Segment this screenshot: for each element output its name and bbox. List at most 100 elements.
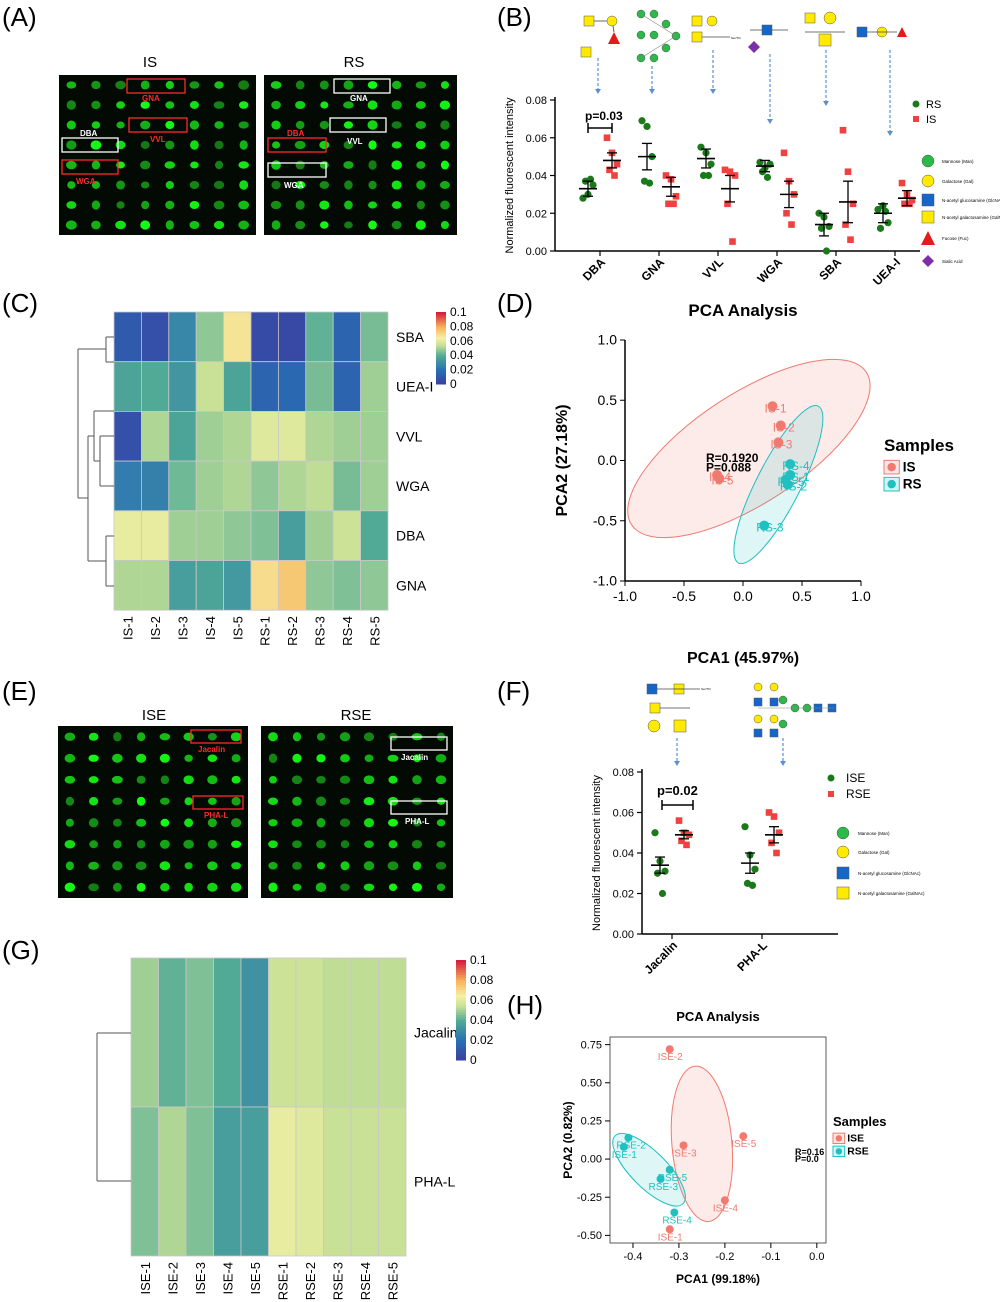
glcnac-symbol [646,683,658,695]
glycan-symbol [769,682,779,692]
pca-point-is [775,420,786,431]
heatmap-cell [277,460,307,512]
color-scale-label: 0.06 [470,993,494,1007]
array-spot [439,100,451,110]
fuc-symbol [608,32,620,44]
array-spot [214,81,224,89]
array-spot [343,161,354,169]
array-spot [319,80,329,90]
pca-point-label: IS-2 [773,421,795,435]
array-spot [159,753,170,763]
pca-point-label: RS-4 [782,459,810,473]
sertthr-label: Ser/Thr [731,36,741,40]
heatmap-cell [332,460,362,512]
array-label-is-dba: DBA [80,129,98,138]
array-spot [391,100,402,110]
legend-label: RS [926,99,941,111]
lectin-box [192,795,244,810]
array-spot [415,121,427,129]
man-symbol [661,19,671,29]
array-spot [160,882,170,892]
array-spot [340,840,350,849]
array-spot [295,120,305,130]
panel-letter-e: (E) [2,676,37,706]
glycan-arrow-jacalin-head [674,761,680,766]
array-spot [231,754,241,763]
data-point-rse [770,813,778,820]
array-title-is: IS [142,54,158,71]
array-spot [231,775,241,784]
heatmap-cell [360,510,389,561]
array-spot [112,818,122,827]
array-spot [64,882,76,892]
array-spot [440,200,450,210]
heatmap-row-label: SBA [396,329,425,345]
data-point-is [611,172,618,179]
legend-circle-icon [921,154,935,168]
heatmap-cell [360,560,389,611]
legend-label: ISE [846,771,865,785]
color-scale-segment [436,330,446,333]
array-spot [291,775,303,785]
galnac-symbol [691,31,703,43]
heatmap-cell [332,560,362,611]
lectin-box [126,78,186,94]
data-point-ise [651,829,659,837]
color-scale-segment [436,366,446,369]
color-scale-segment [436,367,446,371]
pca-point-rse [656,1174,665,1183]
array-spot [270,81,282,89]
array-spot [343,80,354,90]
pca-title: PCA Analysis [676,1009,760,1024]
array-spot [440,81,449,89]
pca-point-rse [624,1133,633,1142]
lectin-box [190,729,242,744]
array-spot [391,141,402,149]
array-spot [272,141,281,149]
y-tick-label: 0.50 [581,1077,602,1089]
array-spot [184,882,193,892]
man-symbol [649,53,659,63]
panel-letter-g: (G) [2,935,40,965]
color-scale-segment [436,319,446,322]
array-spot [207,861,218,871]
color-scale-segment [436,380,446,383]
data-point-is [613,160,621,168]
heatmap-cell [305,361,334,412]
lectin-box [267,137,327,153]
array-spot [89,840,98,849]
heatmap-cell [185,1106,214,1257]
color-scale-segment [436,353,446,356]
heatmap-column-label: RS-4 [340,616,355,646]
glycan-legend-label: Mannose (Man) [858,831,890,836]
legend-marker-rs [912,100,920,108]
array-spot [116,201,125,209]
array-spot [141,200,150,210]
array-spot [391,160,402,170]
color-scale-segment [436,326,446,329]
color-scale-segment [456,970,466,973]
color-scale-segment [456,1035,466,1038]
array-spot [391,201,402,209]
panel-letter-b: (B) [497,2,532,32]
data-point-is [670,200,677,208]
heatmap-cell [140,560,170,611]
y-tick-label: 0.00 [581,1154,602,1166]
x-tick-label: PHA-L [734,938,770,974]
lectin-box [128,117,188,133]
color-scale-segment [436,322,446,326]
array-spot [343,101,354,109]
y-tick-label: 0.02 [526,208,547,220]
array-spot [90,140,102,150]
bond [612,25,615,33]
color-scale-segment [436,357,446,360]
heatmap-cell [295,1106,324,1257]
array-spot [115,220,126,230]
glycan-legend-label: Fucose (Fuc) [942,236,969,241]
array-spot [88,818,99,828]
pca-point-label: RS-5 [777,475,805,489]
array-spot [189,200,200,210]
heatmap-cell [113,361,142,412]
lectin-box [390,736,448,751]
data-point-rs [699,171,708,180]
